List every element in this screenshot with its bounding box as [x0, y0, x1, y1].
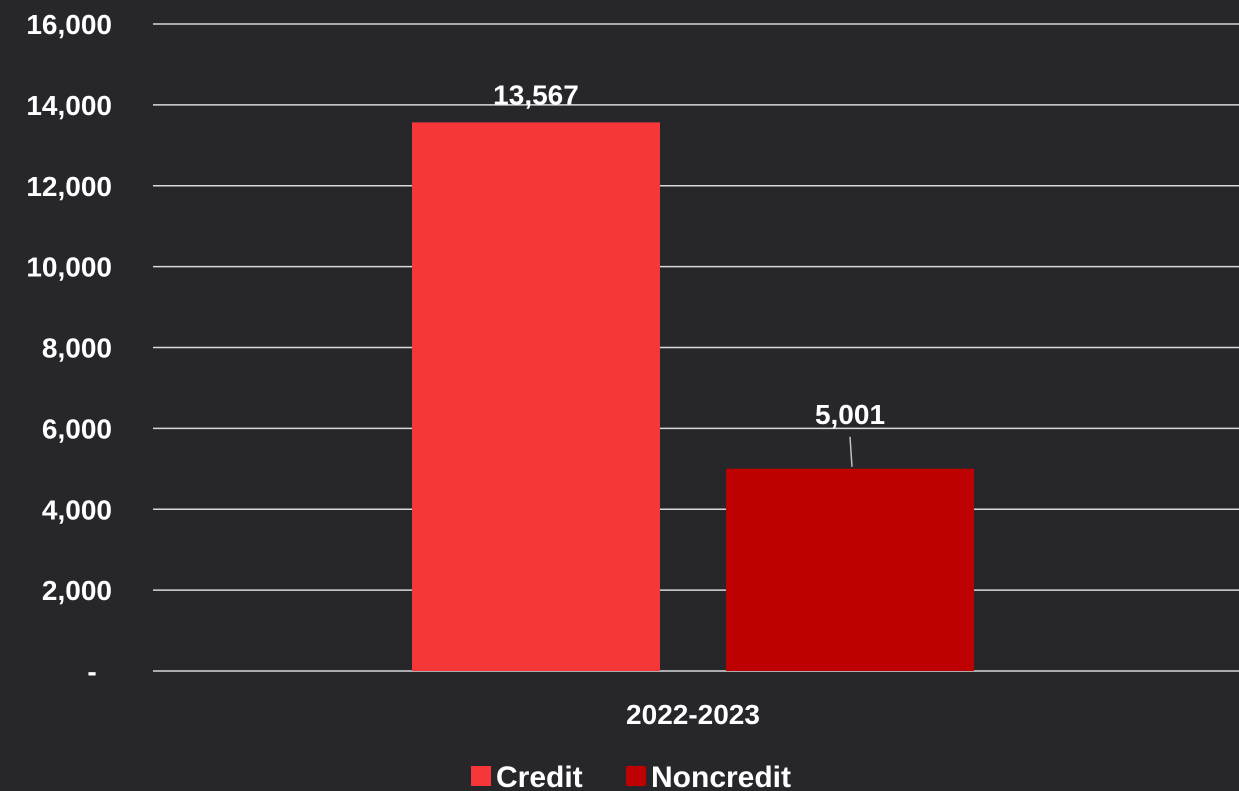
y-tick-label: 2,000	[42, 575, 112, 606]
data-label-credit: 13,567	[493, 79, 579, 110]
legend-swatch-noncredit	[626, 766, 646, 786]
bar-noncredit	[726, 468, 974, 671]
y-tick-label: 8,000	[42, 333, 112, 364]
y-tick-label: 10,000	[26, 252, 112, 283]
gridlines	[153, 23, 1239, 672]
data-label-noncredit: 5,001	[815, 399, 885, 430]
data-label-leader-line	[849, 436, 853, 467]
y-tick-label: 6,000	[42, 413, 112, 444]
legend-label-noncredit: Noncredit	[651, 761, 791, 791]
legend-label-credit: Credit	[496, 761, 583, 791]
legend: Credit Noncredit	[471, 761, 791, 791]
y-tick-label: -	[87, 656, 96, 687]
x-category-label: 2022-2023	[626, 699, 760, 730]
y-axis-tick-labels: - 2,000 4,000 6,000 8,000 10,000 12,000 14,000 1…	[26, 9, 112, 687]
y-tick-label: 12,000	[26, 171, 112, 202]
bars	[412, 122, 974, 671]
legend-swatch-credit	[471, 766, 491, 786]
data-labels: 13,567 5,001	[493, 79, 885, 467]
y-tick-label: 16,000	[26, 9, 112, 40]
bar-credit	[412, 122, 660, 671]
y-tick-label: 4,000	[42, 494, 112, 525]
x-axis-category-labels: 2022-2023	[626, 699, 760, 730]
y-tick-label: 14,000	[26, 90, 112, 121]
